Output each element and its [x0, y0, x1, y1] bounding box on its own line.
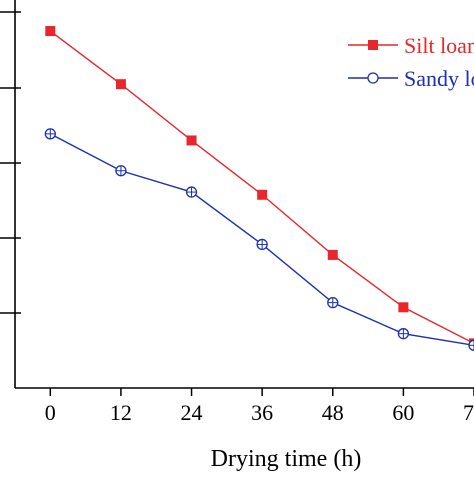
legend-label: Sandy loam	[404, 66, 474, 91]
data-point	[185, 186, 198, 198]
legend: Silt loam Sandy loam	[348, 33, 474, 91]
x-axis-title: Drying time (h)	[211, 446, 362, 472]
data-point	[257, 189, 268, 200]
legend-marker	[367, 72, 379, 84]
x-tick-label: 0	[45, 400, 56, 425]
series-layer	[44, 26, 474, 351]
data-point	[398, 302, 409, 313]
legend-item: Silt loam	[348, 33, 474, 58]
x-tick-label: 48	[322, 400, 344, 425]
data-point	[468, 339, 474, 351]
data-point	[397, 328, 410, 340]
x-tick-label: 72	[463, 400, 474, 425]
x-tick-label: 36	[251, 400, 273, 425]
data-point	[45, 26, 56, 37]
data-point	[186, 135, 197, 146]
x-tick-label: 12	[110, 400, 132, 425]
data-point	[115, 79, 126, 90]
legend-marker	[368, 40, 378, 50]
data-point	[327, 296, 339, 309]
legend-item: Sandy loam	[348, 66, 474, 91]
data-point	[327, 249, 338, 260]
data-point	[115, 165, 127, 177]
x-tick-label: 24	[181, 400, 203, 425]
x-tick-label: 60	[392, 400, 414, 425]
data-point	[256, 238, 268, 251]
data-point	[44, 128, 56, 140]
legend-label: Silt loam	[404, 33, 474, 58]
axes: 0 12 24 36 48 60 72	[0, 0, 474, 425]
